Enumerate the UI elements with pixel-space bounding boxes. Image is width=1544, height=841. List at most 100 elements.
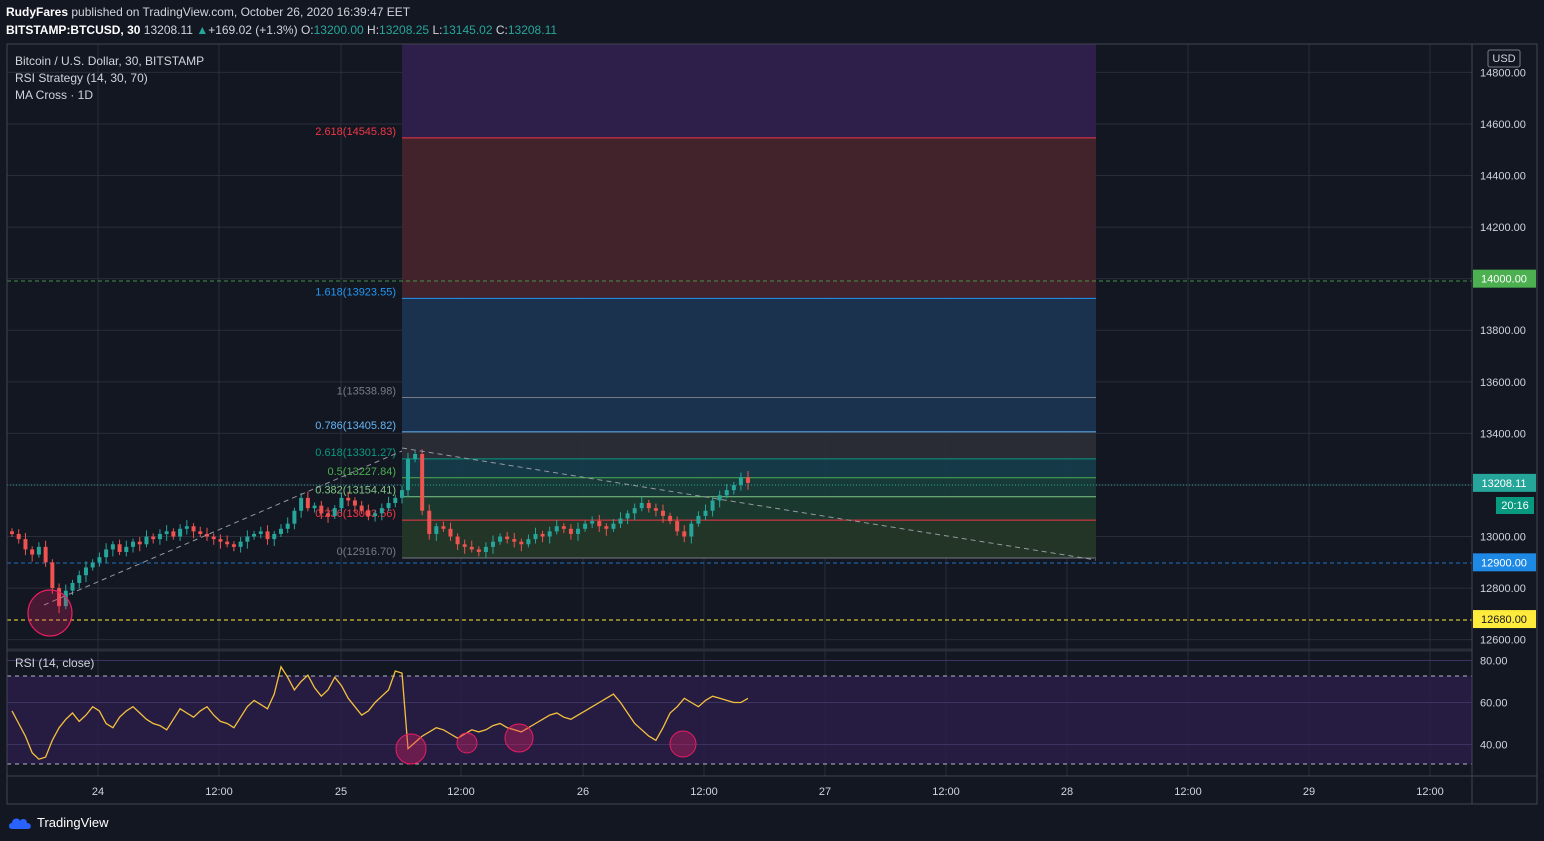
- candle-body: [427, 510, 432, 534]
- fib-zone: [402, 137, 1096, 299]
- candle-body: [540, 533, 545, 537]
- price-tick-label: 13600.00: [1480, 377, 1526, 389]
- candle-body: [352, 500, 357, 506]
- rsi-circle-4[interactable]: [669, 730, 697, 758]
- uptrend-line[interactable]: [43, 450, 403, 606]
- rsi-band: [7, 676, 1472, 764]
- candle-body: [406, 459, 410, 491]
- candle-body: [462, 544, 467, 547]
- time-tick-label: 28: [1061, 786, 1073, 798]
- candle-body: [124, 546, 129, 553]
- rsi-circle-3[interactable]: [504, 723, 534, 753]
- candle-body: [469, 546, 474, 550]
- candle-body: [151, 536, 156, 540]
- candle-body: [131, 541, 136, 547]
- low-label: L:: [432, 23, 443, 37]
- candle-body: [738, 477, 743, 485]
- tradingview-logo[interactable]: TradingView: [8, 815, 109, 830]
- fib-level-label: 1(13538.98): [337, 386, 396, 398]
- candle-body: [184, 526, 189, 529]
- candle-body: [561, 526, 566, 529]
- candle-body: [110, 544, 115, 550]
- strategy-legend[interactable]: RSI Strategy (14, 30, 70): [15, 71, 148, 85]
- publish-text: published on TradingView.com, October 26…: [71, 5, 411, 19]
- candle-body: [157, 533, 162, 540]
- candle-body: [252, 533, 257, 537]
- candle-body: [359, 505, 364, 511]
- candle-body: [346, 497, 351, 501]
- low-highlight-circle[interactable]: [27, 589, 73, 637]
- candle-body: [332, 508, 337, 516]
- candles: [10, 449, 750, 614]
- candle-body: [299, 497, 304, 511]
- last-price: 13208.11: [143, 23, 193, 37]
- price-marks: 14000.00 13208.11 12900.00 12680.00: [1473, 269, 1536, 629]
- candle-body: [258, 531, 263, 534]
- rsi-highlight-circles: [395, 723, 697, 765]
- time-tick-label: 24: [92, 786, 104, 798]
- rsi-circle-2[interactable]: [456, 732, 478, 754]
- price-mark-badge: [1473, 269, 1536, 288]
- time-tick-label: 12:00: [1416, 786, 1444, 798]
- ma-legend[interactable]: MA Cross · 1D: [15, 88, 94, 102]
- countdown-label: 20:16: [1501, 500, 1529, 512]
- price-tick-label: 13000.00: [1480, 532, 1526, 544]
- candle-body: [10, 531, 14, 534]
- candle-body: [97, 557, 102, 563]
- candle-body: [178, 528, 183, 537]
- fib-level-label: 0.618(13301.27): [315, 447, 396, 459]
- candle-body: [171, 531, 176, 537]
- close-value: 13208.11: [507, 23, 558, 37]
- candle-body: [379, 508, 384, 514]
- price-mark-badge: [1473, 553, 1536, 572]
- candle-body: [625, 513, 630, 519]
- rsi-tick-label: 40.00: [1480, 740, 1508, 752]
- downtrend-line[interactable]: [401, 447, 1097, 561]
- candle-body: [724, 490, 729, 496]
- price-mark-badge: [1473, 610, 1536, 629]
- candle-body: [77, 575, 82, 583]
- rsi-circle-1[interactable]: [395, 733, 427, 765]
- candle-body: [604, 526, 609, 529]
- time-tick-label: 26: [577, 786, 589, 798]
- candle-body: [505, 536, 510, 540]
- currency-badge[interactable]: [1487, 49, 1521, 68]
- candle-body: [43, 546, 48, 563]
- candle-body: [366, 510, 371, 516]
- candle-body: [386, 503, 391, 509]
- rsi-line: [11, 665, 749, 760]
- countdown-badge: [1496, 497, 1534, 514]
- candle-body: [205, 533, 209, 537]
- candle-body: [746, 477, 750, 483]
- high-value: 13208.25: [379, 23, 430, 37]
- rsi-legend[interactable]: RSI (14, close): [15, 656, 95, 670]
- candle-body: [491, 541, 495, 547]
- fib-level-label: 0.5(13227.84): [328, 466, 397, 478]
- fibonacci-extension[interactable]: 2.618(14545.83) 1.618(13923.55) 1(13538.98…: [315, 44, 1096, 559]
- candle-body: [696, 515, 701, 524]
- candle-body: [448, 528, 453, 537]
- close-label: C:: [495, 23, 508, 37]
- price-mark-label: 14000.00: [1481, 274, 1527, 286]
- fib-level-label: 0(12916.70): [337, 546, 396, 558]
- time-tick-label: 12:00: [932, 786, 960, 798]
- symbol-name[interactable]: BITSTAMP:BTCUSD, 30: [6, 23, 141, 37]
- candle-body: [218, 539, 223, 542]
- candle-body: [717, 495, 722, 501]
- author-name[interactable]: RudyFares: [6, 5, 69, 19]
- candle-body: [434, 526, 439, 534]
- candle-body: [661, 510, 665, 516]
- rsi-axis[interactable]: 80.00 60.00 40.00: [1480, 656, 1508, 752]
- price-change: +169.02 (+1.3%): [208, 23, 298, 37]
- candle-body: [583, 523, 588, 529]
- candle-body: [23, 539, 28, 550]
- candle-body: [476, 549, 481, 553]
- candle-body: [653, 508, 658, 511]
- open-label: O:: [300, 23, 314, 37]
- time-axis[interactable]: 24 12:00 25 12:00 26 12:00 27 12:00 28 12:00 29 12:…: [92, 786, 1444, 798]
- chart-title[interactable]: Bitcoin / U.S. Dollar, 30, BITSTAMP: [15, 54, 205, 68]
- candle-body: [104, 549, 109, 558]
- high-label: H:: [367, 23, 380, 37]
- candle-body: [70, 582, 75, 591]
- currency-label: USD: [1492, 53, 1515, 65]
